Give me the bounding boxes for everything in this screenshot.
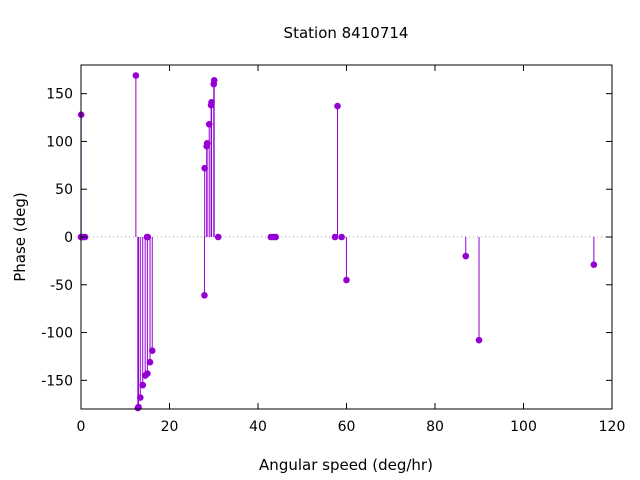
data-point (208, 98, 215, 106)
y-tick-label: 100 (46, 134, 73, 150)
data-point (334, 102, 341, 110)
data-point (205, 120, 213, 128)
y-axis: -150 -100 -50 0 50 100 150 (41, 87, 612, 389)
data-point (338, 233, 345, 241)
data-point (210, 76, 218, 84)
data-point (590, 261, 598, 269)
data-point (144, 233, 152, 241)
y-tick-label: -150 (41, 373, 73, 389)
series-impulses (80, 75, 595, 409)
y-tick-label: 0 (64, 230, 73, 246)
data-point (146, 358, 154, 366)
data-point (139, 381, 147, 389)
x-tick-label: 80 (426, 419, 444, 435)
data-point (214, 233, 222, 241)
data-point (201, 164, 208, 172)
data-point (132, 72, 140, 79)
data-point (331, 233, 339, 241)
data-point (144, 370, 151, 377)
data-point (148, 347, 156, 355)
data-point (136, 394, 144, 401)
x-tick-label: 0 (77, 419, 86, 435)
x-tick-label: 120 (599, 419, 626, 435)
chart-title: Station 8410714 (284, 24, 409, 42)
data-point (343, 276, 350, 284)
y-tick-label: -100 (41, 326, 73, 342)
x-tick-label: 40 (249, 419, 267, 435)
y-tick-label: 50 (55, 182, 73, 198)
data-point (201, 291, 208, 299)
y-tick-label: 150 (46, 87, 73, 103)
data-point (475, 336, 483, 344)
x-axis-title: Angular speed (deg/hr) (259, 456, 433, 474)
y-axis-title: Phase (deg) (11, 192, 29, 282)
x-tick-label: 20 (161, 419, 179, 435)
x-tick-label: 100 (510, 419, 537, 435)
x-tick-label: 60 (338, 419, 356, 435)
data-point (203, 140, 211, 147)
data-point (462, 252, 470, 260)
y-tick-label: -50 (50, 278, 73, 294)
data-point (272, 233, 280, 241)
x-axis: 0 20 40 60 80 100 120 (77, 65, 626, 435)
